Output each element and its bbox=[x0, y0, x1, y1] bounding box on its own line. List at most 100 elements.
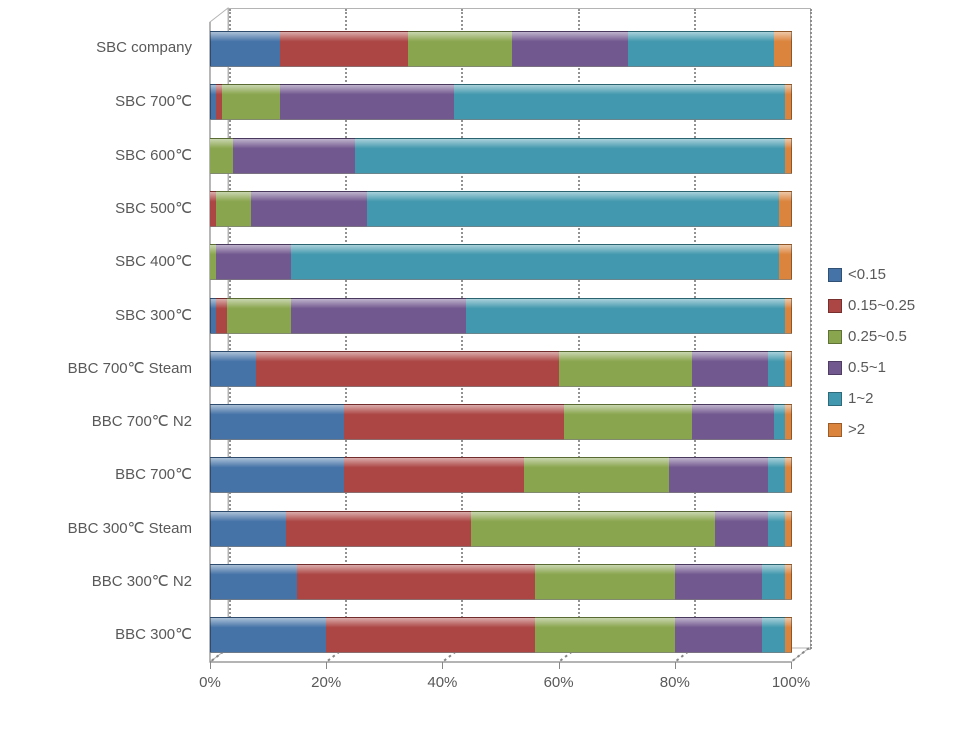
chart-container: BBC 300℃BBC 300℃ N2BBC 300℃ SteamBBC 700… bbox=[0, 0, 969, 732]
x-axis-label: 60% bbox=[544, 674, 574, 691]
bar-segment bbox=[251, 191, 367, 227]
plot-area bbox=[210, 22, 791, 662]
bar-segment bbox=[210, 617, 327, 653]
y-axis-label: SBC 600℃ bbox=[0, 146, 192, 164]
bar-segment bbox=[291, 298, 465, 334]
bar-row bbox=[210, 244, 791, 280]
legend-label: 0.5~1 bbox=[848, 359, 886, 376]
bar-segment bbox=[774, 31, 792, 67]
bar-segment bbox=[471, 511, 715, 547]
bar-row bbox=[210, 564, 791, 600]
bar-segment bbox=[715, 511, 767, 547]
bar-segment bbox=[785, 564, 792, 600]
bar-row bbox=[210, 138, 791, 174]
bar-segment bbox=[762, 617, 785, 653]
legend-swatch bbox=[828, 299, 842, 313]
bar-segment bbox=[210, 404, 345, 440]
bar-row bbox=[210, 404, 791, 440]
bar-segment bbox=[785, 617, 792, 653]
legend-label: 0.25~0.5 bbox=[848, 328, 907, 345]
bar-segment bbox=[785, 404, 792, 440]
legend-label: <0.15 bbox=[848, 266, 886, 283]
legend-item: 0.15~0.25 bbox=[828, 297, 915, 314]
legend-swatch bbox=[828, 423, 842, 437]
x-tick bbox=[559, 662, 560, 669]
x-axis-label: 20% bbox=[311, 674, 341, 691]
bar-segment bbox=[233, 138, 355, 174]
bar-segment bbox=[524, 457, 669, 493]
bar-row bbox=[210, 298, 791, 334]
bar-segment bbox=[210, 457, 345, 493]
bar-segment bbox=[675, 564, 762, 600]
bar-segment bbox=[256, 351, 558, 387]
bar-segment bbox=[216, 191, 251, 227]
y-axis-label: BBC 300℃ Steam bbox=[0, 519, 192, 537]
bar-segment bbox=[210, 138, 233, 174]
bar-segment bbox=[210, 564, 298, 600]
legend-item: <0.15 bbox=[828, 266, 915, 283]
bar-segment bbox=[768, 457, 785, 493]
bar-segment bbox=[785, 138, 792, 174]
y-axis-label: SBC 500℃ bbox=[0, 199, 192, 217]
bar-segment bbox=[512, 31, 628, 67]
bar-segment bbox=[768, 351, 785, 387]
bar-segment bbox=[280, 84, 454, 120]
y-axis-label: BBC 700℃ Steam bbox=[0, 359, 192, 377]
x-axis-label: 40% bbox=[427, 674, 457, 691]
bar-row bbox=[210, 511, 791, 547]
bar-segment bbox=[297, 564, 535, 600]
bar-segment bbox=[628, 31, 773, 67]
bar-segment bbox=[779, 244, 792, 280]
bar-segment bbox=[785, 84, 792, 120]
bar-segment bbox=[785, 298, 792, 334]
bar-segment bbox=[222, 84, 280, 120]
bar-segment bbox=[227, 298, 291, 334]
bar-row bbox=[210, 617, 791, 653]
bar-segment bbox=[535, 617, 674, 653]
legend-item: 0.5~1 bbox=[828, 359, 915, 376]
bar-segment bbox=[785, 457, 792, 493]
legend-item: 1~2 bbox=[828, 390, 915, 407]
bar-segment bbox=[210, 31, 281, 67]
bar-segment bbox=[466, 298, 786, 334]
bar-row bbox=[210, 191, 791, 227]
bar-segment bbox=[355, 138, 785, 174]
bar-segment bbox=[210, 511, 287, 547]
legend-swatch bbox=[828, 268, 842, 282]
bar-segment bbox=[669, 457, 768, 493]
y-axis-label: SBC 700℃ bbox=[0, 92, 192, 110]
x-tick bbox=[791, 662, 792, 669]
bar-segment bbox=[216, 298, 228, 334]
bar-segment bbox=[291, 244, 779, 280]
bar-segment bbox=[762, 564, 785, 600]
bar-segment bbox=[785, 351, 792, 387]
bar-segment bbox=[559, 351, 693, 387]
y-axis-label: BBC 700℃ bbox=[0, 465, 192, 483]
bar-row bbox=[210, 457, 791, 493]
bar-row bbox=[210, 31, 791, 67]
bar-segment bbox=[216, 244, 292, 280]
x-axis-label: 100% bbox=[772, 674, 810, 691]
bar-segment bbox=[768, 511, 785, 547]
x-tick bbox=[442, 662, 443, 669]
bar-segment bbox=[286, 511, 472, 547]
y-axis-label: BBC 300℃ N2 bbox=[0, 572, 192, 590]
bar-segment bbox=[675, 617, 762, 653]
bar-row bbox=[210, 351, 791, 387]
legend-item: >2 bbox=[828, 421, 915, 438]
bar-segment bbox=[535, 564, 674, 600]
bar-segment bbox=[692, 351, 768, 387]
y-axis-label: SBC company bbox=[0, 39, 192, 56]
x-tick bbox=[210, 662, 211, 669]
legend-label: 0.15~0.25 bbox=[848, 297, 915, 314]
x-axis-label: 0% bbox=[199, 674, 221, 691]
bar-segment bbox=[210, 351, 257, 387]
bar-row bbox=[210, 84, 791, 120]
legend: <0.15 0.15~0.25 0.25~0.5 0.5~1 1~2 >2 bbox=[828, 266, 915, 452]
x-axis-label: 80% bbox=[660, 674, 690, 691]
bar-segment bbox=[280, 31, 408, 67]
bar-segment bbox=[785, 511, 792, 547]
bar-segment bbox=[454, 84, 785, 120]
y-axis-label: SBC 400℃ bbox=[0, 252, 192, 270]
y-axis-label: BBC 700℃ N2 bbox=[0, 412, 192, 430]
